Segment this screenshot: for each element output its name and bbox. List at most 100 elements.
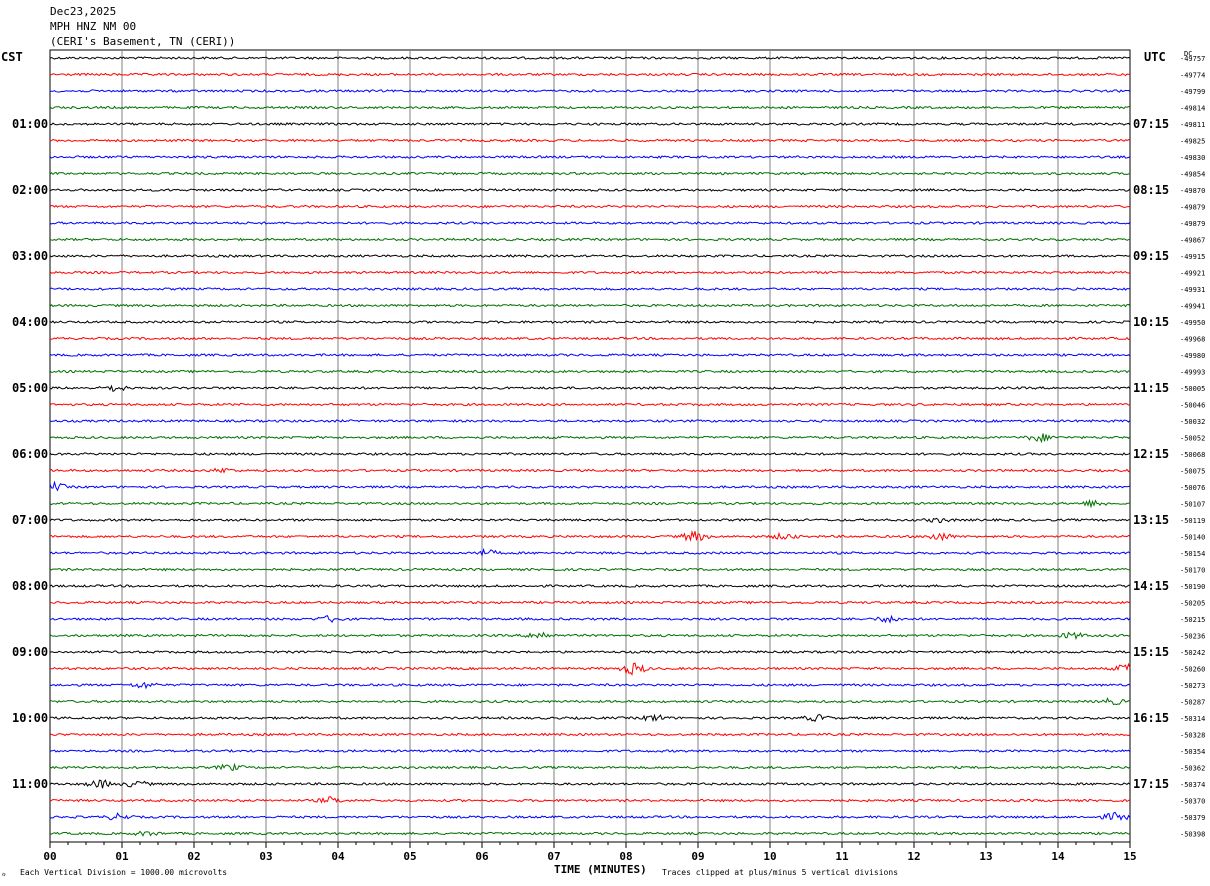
x-tick-label: 15 — [1123, 850, 1136, 863]
dc-offset-value: -50107 — [1180, 501, 1205, 509]
scale-note: Each Vertical Division = 1000.00 microvo… — [20, 868, 228, 877]
dc-offset-value: -50046 — [1180, 402, 1205, 410]
seismic-trace — [49, 105, 1131, 110]
x-tick-label: 12 — [907, 850, 920, 863]
dc-offset-value: -50190 — [1180, 583, 1205, 591]
left-hour-label: 09:00 — [12, 645, 48, 659]
dc-offset-value: -49879 — [1180, 204, 1205, 212]
seismic-trace — [49, 188, 1131, 192]
right-hour-label: 16:15 — [1133, 711, 1169, 725]
right-hour-label: 13:15 — [1133, 513, 1169, 527]
dc-offset-value: -50398 — [1180, 831, 1205, 839]
dc-offset-value: -50379 — [1180, 814, 1205, 822]
dc-offset-value: -50005 — [1180, 385, 1205, 393]
right-hour-label: 08:15 — [1133, 183, 1169, 197]
dc-offset-value: -49968 — [1180, 336, 1205, 344]
left-hour-label: 03:00 — [12, 249, 48, 263]
seismic-trace — [49, 254, 1131, 258]
right-hour-label: 09:15 — [1133, 249, 1169, 263]
seismic-trace — [49, 369, 1130, 374]
dc-offset-value: -50075 — [1180, 468, 1205, 476]
seismic-trace — [49, 614, 1131, 624]
x-tick-label: 11 — [835, 850, 849, 863]
seismic-trace — [49, 762, 1131, 772]
seismic-trace — [49, 749, 1131, 753]
dc-offset-value: -49921 — [1180, 270, 1205, 278]
dc-offset-value: -50052 — [1180, 435, 1205, 443]
right-hour-label: 07:15 — [1133, 117, 1169, 131]
dc-offset-value: -50068 — [1180, 451, 1205, 459]
dc-offset-value: -49941 — [1180, 303, 1205, 311]
x-tick-label: 05 — [403, 850, 416, 863]
x-tick-label: 10 — [763, 850, 776, 863]
dc-offset-value: -50354 — [1180, 748, 1205, 756]
seismic-trace — [49, 600, 1131, 605]
right-hour-label: 15:15 — [1133, 645, 1169, 659]
seismic-trace — [49, 498, 1131, 509]
right-timezone-label: UTC — [1144, 50, 1166, 64]
dc-offset-value: -50370 — [1180, 798, 1205, 806]
left-hour-label: 06:00 — [12, 447, 48, 461]
dc-offset-value: -49799 — [1180, 88, 1205, 96]
seismic-trace — [49, 72, 1131, 77]
dc-offset-value: -50374 — [1180, 781, 1205, 789]
seismic-trace — [49, 384, 1131, 393]
x-tick-label: 14 — [1051, 850, 1065, 863]
dc-offset-value: -49825 — [1180, 138, 1205, 146]
dc-offset-value: -50205 — [1180, 600, 1205, 608]
x-axis-title: TIME (MINUTES) — [554, 863, 647, 876]
seismic-trace — [49, 155, 1131, 159]
plot-frame — [49, 49, 1131, 843]
seismic-trace — [49, 237, 1131, 242]
seismic-trace — [49, 402, 1131, 407]
x-tick-label: 01 — [115, 850, 129, 863]
seismic-trace — [49, 650, 1131, 654]
dc-offset-value: -49870 — [1180, 187, 1205, 195]
dc-offset-value: -50154 — [1180, 550, 1205, 558]
dc-offset-value: -49811 — [1180, 121, 1205, 129]
left-hour-label: 02:00 — [12, 183, 48, 197]
seismic-trace — [49, 221, 1131, 225]
left-hour-label: 01:00 — [12, 117, 48, 131]
dc-offset-value: -49879 — [1180, 220, 1205, 228]
station-location: (CERI's Basement, TN (CERI)) — [50, 35, 236, 48]
seismic-trace — [49, 204, 1131, 209]
seismic-trace — [50, 662, 1131, 676]
seismic-trace — [49, 697, 1131, 706]
right-hour-label: 12:15 — [1133, 447, 1169, 461]
seismic-trace — [49, 732, 1131, 737]
x-tick-label: 04 — [331, 850, 345, 863]
seismic-trace — [49, 631, 1131, 641]
dc-offset-value: -50260 — [1180, 666, 1205, 674]
seismic-trace — [49, 811, 1131, 821]
left-hour-label: 08:00 — [12, 579, 48, 593]
dc-offset-value: -49757 — [1180, 55, 1205, 63]
seismic-trace — [49, 270, 1131, 275]
left-timezone-label: CST — [1, 50, 23, 64]
dc-offset-value: -50119 — [1180, 517, 1205, 525]
seismic-trace — [49, 517, 1131, 524]
dc-offset-value: -50314 — [1180, 715, 1205, 723]
dc-offset-value: -49830 — [1180, 154, 1205, 162]
dc-offset-value: -50362 — [1180, 765, 1205, 773]
left-hour-label: 11:00 — [12, 777, 48, 791]
seismic-trace — [49, 89, 1131, 93]
seismic-trace — [49, 467, 1131, 474]
seismic-trace — [49, 584, 1130, 588]
dc-offset-value: -49867 — [1180, 237, 1205, 245]
x-tick-label: 03 — [259, 850, 272, 863]
dc-offset-value: -49993 — [1180, 369, 1205, 377]
left-hour-label: 10:00 — [12, 711, 48, 725]
right-hour-label: 10:15 — [1133, 315, 1169, 329]
seismic-trace — [49, 530, 1131, 542]
seismic-trace — [49, 336, 1131, 341]
dc-offset-value: -50032 — [1180, 418, 1205, 426]
clip-note: Traces clipped at plus/minus 5 vertical … — [662, 868, 899, 877]
dc-offset-value: -50236 — [1180, 633, 1205, 641]
dc-offset-value: -49980 — [1180, 352, 1205, 360]
corner-mark: ℴ — [2, 869, 6, 878]
dc-offset-value: -50287 — [1180, 699, 1205, 707]
seismic-trace — [49, 830, 1131, 837]
x-tick-label: 13 — [979, 850, 992, 863]
